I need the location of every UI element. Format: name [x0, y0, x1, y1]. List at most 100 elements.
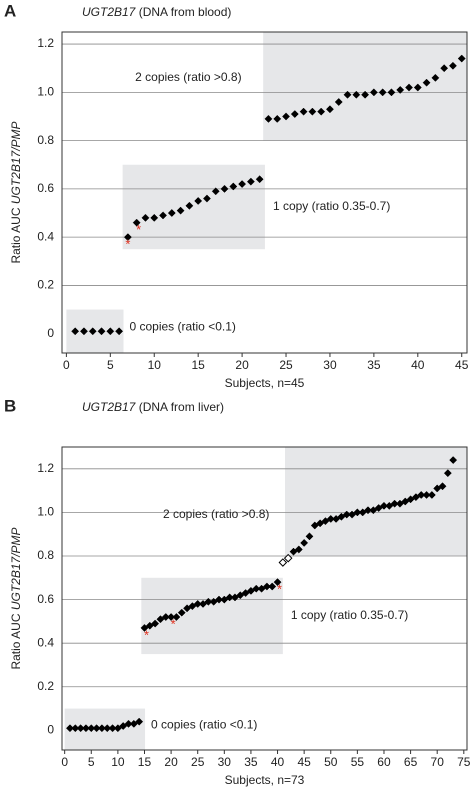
data-point — [427, 491, 436, 499]
data-point — [300, 538, 309, 547]
y-tick-label: 1.0 — [37, 505, 54, 519]
asterisk: * — [277, 582, 282, 597]
data-point — [396, 85, 405, 94]
data-point — [167, 209, 176, 217]
data-point — [141, 213, 150, 222]
x-tick-label: 20 — [164, 755, 178, 769]
data-point — [151, 619, 160, 628]
data-point — [325, 105, 334, 114]
data-point — [264, 114, 273, 123]
data-point — [343, 90, 352, 99]
data-point — [238, 180, 247, 189]
data-point — [87, 724, 96, 733]
data-point — [278, 558, 288, 567]
data-point — [176, 206, 185, 215]
data-point — [342, 510, 351, 519]
data-point — [106, 327, 115, 336]
y-axis-label: Ratio AUC UGT2B17/PMP — [9, 527, 23, 669]
y-tick-label: 0.8 — [37, 548, 54, 562]
data-point — [193, 599, 202, 608]
data-point — [97, 724, 106, 733]
data-point — [438, 482, 447, 491]
plot-frame — [61, 31, 468, 354]
data-point — [282, 112, 290, 121]
asterisk: * — [136, 222, 141, 237]
copy-region — [263, 32, 467, 141]
data-point — [167, 613, 176, 621]
asterisk: * — [125, 237, 130, 252]
data-point — [123, 233, 132, 242]
data-point — [390, 499, 399, 508]
x-tick-label: 30 — [323, 358, 337, 372]
copy-region — [284, 447, 467, 556]
x-axis-label: Subjects, n=45 — [225, 376, 305, 390]
data-point — [161, 613, 170, 621]
asterisk: * — [171, 616, 176, 631]
x-tick-label: 75 — [457, 755, 471, 769]
x-tick-label: 5 — [88, 755, 95, 769]
data-point — [66, 724, 74, 733]
y-tick-label: 0.8 — [37, 133, 54, 147]
data-point — [76, 724, 85, 733]
data-point — [159, 211, 167, 220]
data-point — [422, 491, 431, 499]
data-point — [380, 501, 388, 510]
data-point — [378, 88, 387, 97]
y-tick-label: 0.6 — [37, 181, 54, 195]
data-point — [305, 532, 314, 541]
data-point — [150, 213, 159, 222]
y-tick-label: 1.2 — [37, 461, 54, 475]
x-tick-label: 65 — [404, 755, 418, 769]
data-point — [299, 107, 308, 116]
asterisk: * — [144, 627, 149, 642]
data-point — [71, 724, 80, 733]
region-label: 0 copies (ratio <0.1) — [151, 717, 257, 731]
data-point — [172, 613, 181, 621]
y-tick-label: 1.2 — [37, 36, 54, 50]
x-tick-label: 35 — [367, 358, 381, 372]
data-point — [177, 608, 186, 617]
data-point — [413, 83, 422, 92]
data-point — [443, 469, 452, 478]
x-tick-label: 40 — [271, 755, 285, 769]
data-point — [326, 514, 335, 523]
x-tick-label: 50 — [324, 755, 338, 769]
title-gene: UGT2B17 — [82, 5, 137, 19]
x-tick-label: 30 — [218, 755, 232, 769]
y-tick-label: 0 — [47, 723, 54, 737]
data-point — [448, 61, 457, 70]
data-point — [369, 88, 378, 97]
data-point — [71, 327, 80, 336]
data-point — [457, 54, 466, 63]
data-point — [215, 595, 223, 604]
data-point — [246, 177, 255, 186]
data-point — [220, 184, 229, 193]
region-label: 0 copies (ratio <0.1) — [129, 319, 235, 333]
region-label: 2 copies (ratio >0.8) — [135, 70, 241, 84]
data-point — [97, 327, 106, 336]
x-tick-label: 70 — [431, 755, 445, 769]
data-point — [229, 182, 238, 191]
data-point — [124, 719, 133, 728]
region-label: 1 copy (ratio 0.35-0.7) — [291, 608, 408, 622]
data-point — [115, 327, 124, 336]
data-point — [353, 508, 362, 517]
data-point — [283, 553, 293, 563]
data-point — [203, 194, 211, 203]
x-tick-label: 10 — [111, 755, 125, 769]
plot-frame — [61, 446, 468, 751]
y-label-italic: UGT2B17/PMP — [9, 121, 23, 204]
y-axis-label: Ratio AUC UGT2B17/PMP — [9, 121, 23, 263]
data-point — [308, 107, 317, 116]
data-point — [387, 88, 396, 97]
data-point — [273, 578, 282, 587]
data-point — [204, 597, 213, 606]
data-point — [185, 201, 194, 210]
data-point — [132, 218, 141, 227]
x-tick-label: 5 — [107, 358, 114, 372]
y-tick-label: 0.4 — [37, 229, 54, 243]
data-point — [268, 582, 277, 591]
x-tick-label: 55 — [351, 755, 365, 769]
y-tick-label: 0.2 — [37, 679, 54, 693]
